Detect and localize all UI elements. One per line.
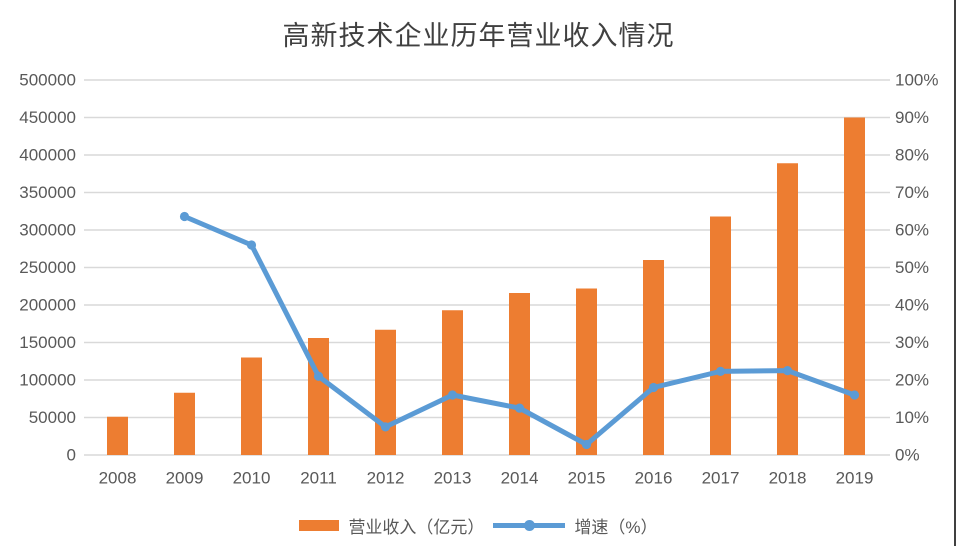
combo-chart-plot: 0 50000 100000 150000 200000 250000 300000 3500… xyxy=(19,71,938,488)
x-axis-label-2012: 2012 xyxy=(367,469,405,488)
revenue-bar-2011 xyxy=(308,338,329,455)
right-axis-tick-label: 30% xyxy=(895,333,929,352)
revenue-bar-2019 xyxy=(844,117,865,455)
growth-legend-swatch xyxy=(493,520,566,531)
x-axis-label-2014: 2014 xyxy=(501,469,539,488)
growth-marker-2018 xyxy=(782,366,793,376)
growth-marker-2019 xyxy=(849,390,860,400)
growth-marker-2013 xyxy=(447,390,458,400)
growth-marker-2012 xyxy=(380,422,391,432)
revenue-bar-2013 xyxy=(442,310,463,455)
revenue-bar-2018 xyxy=(777,163,798,455)
left-axis-tick-label: 100000 xyxy=(19,371,76,390)
x-axis-label-2016: 2016 xyxy=(635,469,673,488)
growth-marker-2016 xyxy=(648,382,659,393)
growth-marker-2010 xyxy=(246,240,257,250)
right-axis-tick-label: 80% xyxy=(895,146,929,165)
revenue-bar-2012 xyxy=(375,329,396,455)
x-axis-label-2017: 2017 xyxy=(702,469,740,488)
right-axis-tick-label: 40% xyxy=(895,296,929,315)
revenue-bar-2009 xyxy=(174,392,195,455)
right-axis-tick-label: 0% xyxy=(895,446,920,465)
x-axis-label-2009: 2009 xyxy=(166,469,204,488)
revenue-bar-2015 xyxy=(576,288,597,455)
left-axis-tick-label: 300000 xyxy=(19,221,76,240)
left-axis-tick-label: 200000 xyxy=(19,296,76,315)
right-axis-tick-label: 20% xyxy=(895,371,929,390)
growth-legend-marker-icon xyxy=(524,520,536,531)
left-axis-tick-label: 50000 xyxy=(29,408,76,427)
right-axis-tick-label: 50% xyxy=(895,258,929,277)
right-axis-tick-label: 10% xyxy=(895,408,929,427)
x-axis-label-2010: 2010 xyxy=(233,469,271,488)
left-axis-tick-label: 400000 xyxy=(19,146,76,165)
left-axis-tick-label: 450000 xyxy=(19,108,76,127)
x-axis-label-2008: 2008 xyxy=(99,469,137,488)
x-axis-label-2018: 2018 xyxy=(769,469,807,488)
x-axis-label-2013: 2013 xyxy=(434,469,472,488)
growth-marker-2014 xyxy=(514,403,525,413)
revenue-legend-swatch xyxy=(299,520,340,531)
right-border-line xyxy=(954,0,956,546)
revenue-bar-2010 xyxy=(241,357,262,455)
revenue-legend-label: 营业收入（亿元） xyxy=(348,518,485,537)
revenue-bar-2016 xyxy=(643,260,664,455)
revenue-bar-2017 xyxy=(710,216,731,455)
chart-title: 高新技术企业历年营业收入情况 xyxy=(282,21,675,51)
x-axis-label-2015: 2015 xyxy=(568,469,606,488)
right-axis-tick-label: 90% xyxy=(895,108,929,127)
x-axis-label-2011: 2011 xyxy=(300,469,337,488)
left-axis-tick-label: 350000 xyxy=(19,183,76,202)
right-axis-tick-label: 100% xyxy=(895,71,938,90)
revenue-bar-2008 xyxy=(107,416,128,455)
growth-marker-2009 xyxy=(179,211,190,222)
left-axis-tick-label: 0 xyxy=(67,446,76,465)
right-axis-tick-label: 70% xyxy=(895,183,929,202)
growth-marker-2015 xyxy=(581,439,592,450)
left-axis-tick-label: 500000 xyxy=(19,71,76,90)
left-axis-tick-label: 150000 xyxy=(19,333,76,352)
growth-marker-2011 xyxy=(313,371,324,381)
revenue-bar-2014 xyxy=(509,293,530,455)
chart-legend: 营业收入（亿元） 增速（%） xyxy=(0,513,957,538)
x-axis-label-2019: 2019 xyxy=(836,469,874,488)
left-axis-tick-label: 250000 xyxy=(19,258,76,277)
right-axis-tick-label: 60% xyxy=(895,221,929,240)
growth-legend-label: 增速（%） xyxy=(574,518,658,537)
growth-marker-2017 xyxy=(715,366,726,376)
